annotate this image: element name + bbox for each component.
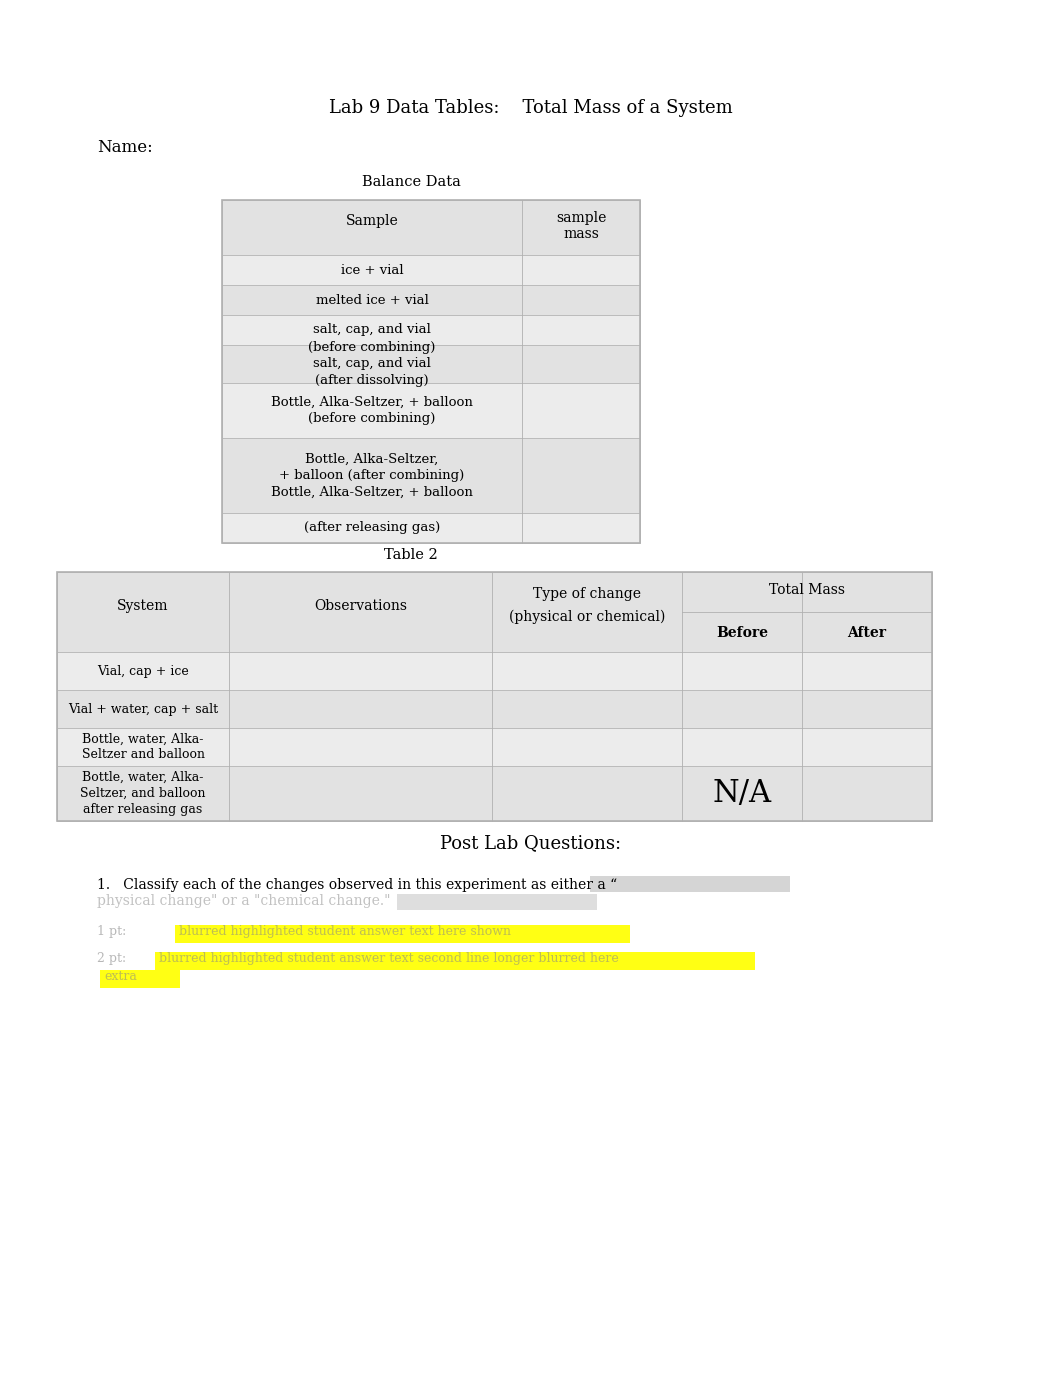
Text: Bottle, Alka-Seltzer, + balloon
(before combining): Bottle, Alka-Seltzer, + balloon (before …	[271, 395, 473, 425]
Bar	[155, 952, 755, 969]
Bar	[222, 200, 640, 255]
Text: melted ice + vial: melted ice + vial	[315, 293, 428, 307]
Text: (physical or chemical): (physical or chemical)	[509, 610, 665, 624]
Bar	[57, 690, 932, 728]
Bar	[222, 255, 640, 285]
Text: After: After	[847, 625, 887, 640]
Text: blurred highlighted student answer text second line longer blurred here: blurred highlighted student answer text …	[159, 952, 619, 965]
Text: extra: extra	[104, 969, 137, 983]
Text: Vial, cap + ice: Vial, cap + ice	[97, 665, 189, 677]
Text: Post Lab Questions:: Post Lab Questions:	[441, 834, 621, 852]
Text: 1 pt:: 1 pt:	[97, 925, 134, 938]
Text: Balance Data: Balance Data	[361, 175, 461, 189]
Bar	[222, 346, 640, 383]
Bar	[222, 285, 640, 315]
Bar	[100, 969, 179, 989]
Bar	[57, 571, 932, 821]
Text: mass: mass	[563, 227, 599, 241]
Text: ice + vial: ice + vial	[341, 263, 404, 277]
Bar	[57, 766, 932, 821]
Text: System: System	[117, 599, 169, 613]
Text: Bottle, water, Alka-
Seltzer, and balloon
after releasing gas: Bottle, water, Alka- Seltzer, and balloo…	[81, 771, 206, 817]
Bar	[397, 894, 597, 910]
Text: salt, cap, and vial: salt, cap, and vial	[313, 324, 431, 336]
Text: Bottle, Alka-Seltzer,
+ balloon (after combining)
Bottle, Alka-Seltzer, + balloo: Bottle, Alka-Seltzer, + balloon (after c…	[271, 453, 473, 498]
Bar	[175, 925, 630, 943]
Text: Lab 9 Data Tables:    Total Mass of a System: Lab 9 Data Tables: Total Mass of a Syste…	[329, 99, 733, 117]
Bar	[222, 383, 640, 438]
Text: blurred highlighted student answer text here shown: blurred highlighted student answer text …	[179, 925, 511, 938]
Text: Before: Before	[716, 625, 768, 640]
Bar	[57, 571, 932, 651]
Bar	[57, 651, 932, 690]
Text: Type of change: Type of change	[533, 588, 641, 602]
Text: Bottle, water, Alka-
Seltzer and balloon: Bottle, water, Alka- Seltzer and balloon	[82, 733, 205, 761]
Text: Table 2: Table 2	[384, 548, 438, 562]
Text: Vial + water, cap + salt: Vial + water, cap + salt	[68, 702, 218, 716]
Bar	[57, 728, 932, 766]
Bar	[222, 315, 640, 346]
Text: sample: sample	[555, 211, 606, 224]
Text: N/A: N/A	[713, 778, 772, 810]
Text: Total Mass: Total Mass	[769, 582, 845, 596]
Text: 1.   Classify each of the changes observed in this experiment as either a “: 1. Classify each of the changes observed…	[97, 879, 617, 892]
Text: (after releasing gas): (after releasing gas)	[304, 522, 440, 534]
Bar	[590, 876, 790, 892]
Text: Name:: Name:	[97, 139, 153, 157]
Bar	[222, 438, 640, 514]
Text: Sample: Sample	[345, 213, 398, 229]
Text: Observations: Observations	[314, 599, 407, 613]
Text: 2 pt:: 2 pt:	[97, 952, 134, 965]
Text: physical change" or a "chemical change.": physical change" or a "chemical change."	[97, 894, 399, 907]
Bar	[222, 200, 640, 543]
Text: (before combining)
salt, cap, and vial
(after dissolving): (before combining) salt, cap, and vial (…	[308, 341, 435, 387]
Bar	[222, 514, 640, 543]
